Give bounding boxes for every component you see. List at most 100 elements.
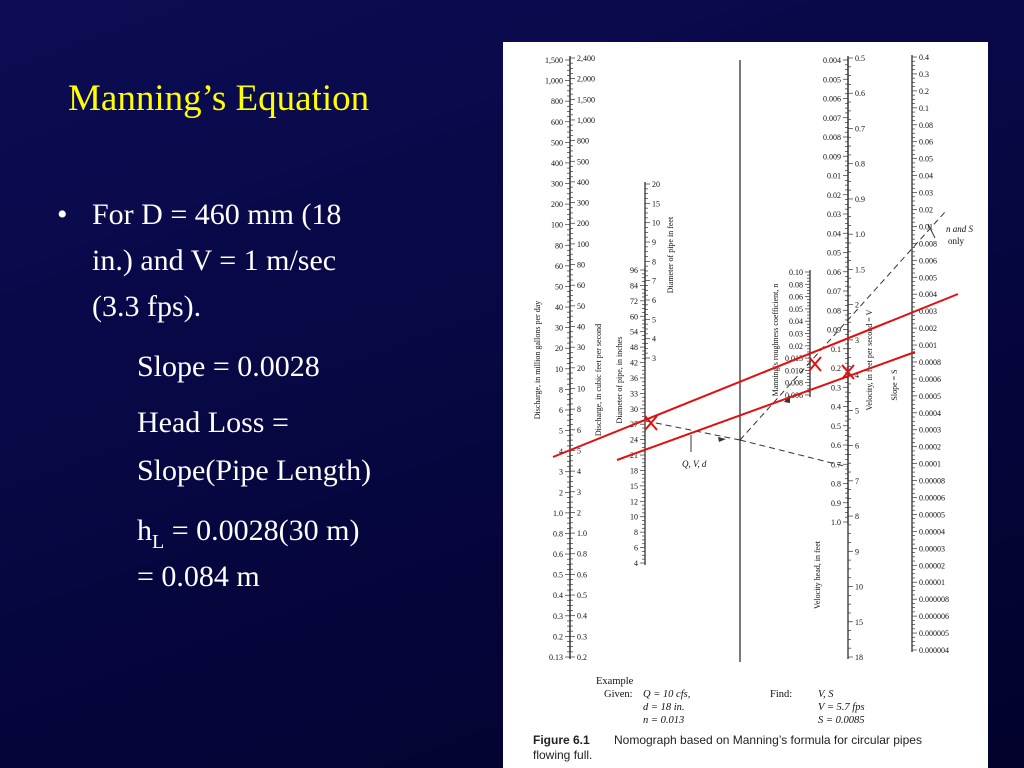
example: Example Given: Q = 10 cfs, d = 18 in. n … <box>596 676 865 726</box>
scale-label: 30 <box>630 405 638 414</box>
scale-label: 0.5 <box>831 422 841 431</box>
scale-label: 0.6 <box>855 89 865 98</box>
scale-label: 0.3 <box>919 70 929 79</box>
scale-label: 0.2 <box>831 364 841 373</box>
scale-label: 800 <box>551 97 563 106</box>
scale-label: 20 <box>577 364 585 373</box>
scales: 1,500 1,000 800 600 500 400 300 200 100 80 60 50 40 3… <box>533 53 949 662</box>
scale-label: 10 <box>855 583 863 592</box>
scale-label: 3 <box>855 336 859 345</box>
scale-label: 0.0006 <box>919 375 941 384</box>
scale-label: 4 <box>577 467 581 476</box>
scale-label: 40 <box>555 303 563 312</box>
scale-label: 72 <box>630 297 638 306</box>
scale-label: 0.005 <box>919 273 937 282</box>
example-heading: Example <box>596 676 634 687</box>
scale-label: 54 <box>630 328 638 337</box>
slope-line: Slope = 0.0028 <box>137 350 320 383</box>
scale-label: 500 <box>551 138 563 147</box>
scale-label: 50 <box>577 302 585 311</box>
scale-label: 4 <box>634 559 638 568</box>
scale-label: 0.3 <box>577 632 587 641</box>
scale-label: 0.02 <box>827 191 841 200</box>
annotation: Q, V, d <box>682 459 707 469</box>
scale-title: Diameter of pipe, in inches <box>615 337 624 424</box>
scale-label: 0.06 <box>789 293 803 302</box>
scale-label: 0.4 <box>553 591 563 600</box>
scale-label: 500 <box>577 157 589 166</box>
scale-label: 200 <box>551 200 563 209</box>
scale-label: 0.09 <box>827 326 841 335</box>
scale-label: 5 <box>559 427 563 436</box>
scale-label: 0.7 <box>855 124 865 133</box>
scale-label: 3 <box>559 468 563 477</box>
scale-label: 0.0004 <box>919 409 941 418</box>
scale-label: 10 <box>555 365 563 374</box>
find: S = 0.0085 <box>818 715 864 726</box>
scale-label: 0.006 <box>919 256 937 265</box>
scale-label: 0.3 <box>831 383 841 392</box>
bullet-line: For D = 460 mm (18 <box>92 198 341 231</box>
scale-title: Slope = S <box>890 369 899 400</box>
scale-label: 0.06 <box>827 268 841 277</box>
scale-label: 42 <box>630 359 638 368</box>
scale-label: 1.0 <box>553 509 563 518</box>
scale-label: 80 <box>577 261 585 270</box>
scale-label: 2,400 <box>577 54 595 63</box>
scale-label: 3 <box>652 354 656 363</box>
scale-label: 0.00002 <box>919 561 945 570</box>
scale-label: 0.1 <box>919 104 929 113</box>
scale-label: 33 <box>630 389 638 398</box>
caption-label: Figure 6.1 <box>533 733 590 747</box>
scale-label: 0.07 <box>827 287 841 296</box>
scale-label: 40 <box>577 323 585 332</box>
scale-label: 20 <box>652 180 660 189</box>
scale-label: 30 <box>555 324 563 333</box>
scale-label: 7 <box>855 477 859 486</box>
scale-label: 0.3 <box>553 612 563 621</box>
scale-label: 2,000 <box>577 75 595 84</box>
scale-label: 0.004 <box>919 290 937 299</box>
scale-label: 0.009 <box>823 152 841 161</box>
scale-label: 60 <box>555 262 563 271</box>
scale-label: 20 <box>555 344 563 353</box>
scale-label: 0.0008 <box>919 358 941 367</box>
given: Q = 10 cfs, <box>643 689 690 700</box>
scale-label: 100 <box>551 221 563 230</box>
hl-line: hL = 0.0028(30 m) <box>137 514 359 553</box>
find: V = 5.7 fps <box>818 702 865 713</box>
scale-label: 6 <box>577 426 581 435</box>
ns-pointer <box>927 223 936 239</box>
scale-label: 0.02 <box>919 205 933 214</box>
scale-label: 1.5 <box>855 265 865 274</box>
scale-label: 0.6 <box>577 570 587 579</box>
scale-label: 0.00006 <box>919 494 945 503</box>
scale-label: 0.01 <box>827 172 841 181</box>
scale-label: 1.0 <box>855 230 865 239</box>
caption-text: Nomograph based on Manning’s formula for… <box>614 733 922 747</box>
scale-label: 10 <box>630 513 638 522</box>
scale-label: 0.06 <box>919 138 933 147</box>
scale-label: 18 <box>630 466 638 475</box>
slide-title: Manning’s Equation <box>68 78 369 119</box>
scale-label: 21 <box>630 451 638 460</box>
bullet-line: (3.3 fps). <box>92 290 201 323</box>
hl-result: = 0.084 m <box>137 560 260 593</box>
scale-label: 0.00003 <box>919 544 945 553</box>
scale-label: 4 <box>652 335 656 344</box>
scale-title: Manning’s roughness coefficient, n <box>771 284 780 397</box>
scale-label: 4 <box>559 447 563 456</box>
scale-label: 0.5 <box>553 571 563 580</box>
scale-label: 6 <box>559 406 563 415</box>
scale-label: 0.001 <box>919 341 937 350</box>
scale-label: 800 <box>577 137 589 146</box>
scale-label: 0.003 <box>919 307 937 316</box>
scale-label: 0.007 <box>823 114 841 123</box>
scale-label: 0.0002 <box>919 443 941 452</box>
scale-label: 0.006 <box>823 95 841 104</box>
scale-label: 0.6 <box>831 441 841 450</box>
scale-label: 0.000005 <box>919 629 949 638</box>
scale-label: 0.000004 <box>919 646 949 655</box>
head-loss-line: Slope(Pipe Length) <box>137 454 371 487</box>
